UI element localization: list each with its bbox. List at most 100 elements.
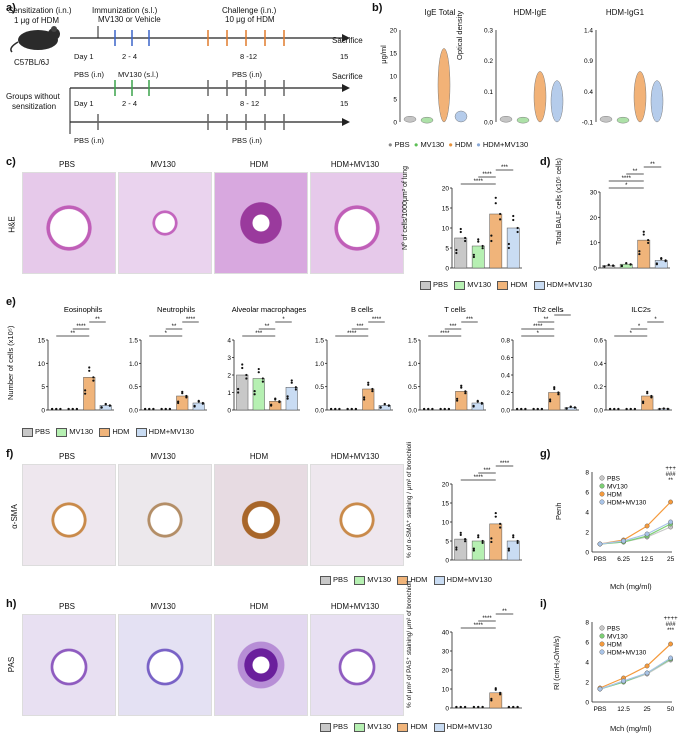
e-2-point — [245, 377, 248, 380]
b-legend: ● PBS ● MV130 ● HDM ● HDM+MV130 — [388, 140, 529, 149]
e-6-tick-label: 0.0 — [594, 408, 603, 415]
b-violin — [599, 115, 613, 123]
e-4-point — [476, 399, 479, 402]
e-4-point — [439, 407, 442, 411]
e-1-sig-star: * — [165, 331, 168, 337]
f-point — [459, 531, 462, 534]
d-point — [612, 264, 615, 267]
c-point — [481, 247, 484, 250]
b-violin — [533, 71, 547, 123]
e-2-bar-hdm — [269, 401, 282, 411]
c-point — [481, 244, 484, 248]
d-point — [655, 262, 658, 265]
e-1-point — [152, 407, 155, 411]
e-3-point — [367, 381, 370, 384]
f-sig-star: **** — [500, 461, 510, 467]
e-2-point — [261, 377, 264, 380]
e-1-tick-label: 0.5 — [129, 384, 138, 391]
f-sig-star: *** — [483, 468, 491, 474]
e-3-point — [379, 406, 382, 409]
e-5-point — [536, 407, 539, 411]
g-legend-marker — [599, 499, 605, 505]
e-4-point — [456, 399, 459, 402]
g-x-tick: 12.5 — [641, 556, 654, 563]
e-3-point — [363, 396, 366, 399]
f-point — [481, 541, 484, 544]
i-series-hdm-mv130 — [599, 657, 671, 690]
d-sig-star: **** — [622, 176, 632, 182]
g-tick-label: 0 — [585, 550, 589, 557]
e-5-point — [553, 387, 556, 391]
e-4-point — [460, 384, 463, 387]
h-point — [516, 705, 519, 709]
e-3-point — [354, 407, 357, 411]
immunization-groups: MV130 or Vehicle — [98, 15, 161, 24]
day15b-label: 15 — [340, 99, 349, 108]
f-ylabel: % of α-SMA⁺ staining / μm² of bronchioli — [406, 441, 413, 558]
c-point — [490, 234, 493, 237]
e-6-point — [646, 390, 649, 393]
i-x-tick: 12.5 — [617, 706, 630, 713]
e-4-point — [460, 386, 463, 389]
e-6-point — [613, 407, 616, 411]
b-tick-label: 0.2 — [484, 58, 493, 65]
c-legend: PBS MV130 HDM HDM+MV130 — [420, 280, 592, 290]
c-tick-label: 10 — [442, 226, 450, 233]
e-0-tick-label: 5 — [41, 384, 45, 391]
e-3-point — [334, 407, 337, 411]
panel-a-label: a) — [6, 2, 16, 14]
c-legend-swatch-hdm — [497, 280, 509, 290]
f-point — [455, 546, 458, 549]
c-ylabel: Nº of cells/1000μm² of lung — [402, 165, 409, 250]
f-legend-hdm-mv130: HDM+MV130 — [446, 575, 492, 584]
h-sig-star: **** — [474, 623, 484, 629]
i-point — [644, 670, 650, 676]
f-bar-hdm-mv130 — [506, 540, 520, 561]
f-point — [499, 522, 502, 525]
e-1-sig-star: ** — [172, 324, 177, 330]
e-legend-swatch-mv130 — [56, 427, 68, 437]
b-legend-mv130: MV130 — [420, 140, 445, 149]
e-0-point — [59, 407, 62, 411]
h-tick-label: 0 — [445, 706, 449, 713]
e-0-sig-star: ** — [95, 317, 100, 323]
e-6-sig-star: * — [638, 324, 641, 330]
b-tick-label: -0.1 — [582, 120, 594, 127]
b-title-ige-total: IgE Total — [424, 8, 456, 17]
e-2-point — [241, 363, 244, 366]
f-tick-label: 20 — [442, 482, 450, 489]
f-point — [472, 549, 475, 552]
e-4-bar-hdm-mv130 — [471, 402, 484, 411]
e-1-point — [193, 404, 196, 407]
i-tick-label: 8 — [585, 620, 589, 627]
e-title-4: T cells — [444, 305, 466, 314]
h-point — [512, 705, 515, 709]
e-5-point — [549, 398, 552, 401]
e-2-point — [257, 367, 260, 371]
f-label-hdm: HDM — [249, 452, 269, 461]
f-image-pbs — [22, 464, 116, 566]
groups-without-label: Groups without — [6, 92, 60, 101]
e-4-point — [443, 407, 446, 411]
h-legend-hdm: HDM — [410, 722, 428, 731]
f-point — [494, 511, 497, 515]
e-4-tick-label: 1.5 — [408, 338, 417, 345]
i-legend-label: HDM+MV130 — [607, 650, 647, 657]
g-point — [644, 523, 650, 529]
e-bar-charts: Eosinophils151050********Neutrophils1.51… — [38, 305, 672, 415]
h-point — [477, 705, 480, 709]
h-legend-pbs: PBS — [333, 722, 349, 731]
f-tick-label: 10 — [442, 520, 450, 527]
c-point — [494, 202, 497, 205]
e-6-point — [633, 407, 636, 411]
e-2-sig-star: *** — [255, 331, 263, 337]
e-0-point — [92, 379, 95, 382]
e-2-point — [253, 390, 256, 393]
b-violin — [420, 116, 434, 124]
i-ylabel: Rl (cmH₂O/ml/s) — [552, 635, 561, 690]
e-1-point — [168, 407, 171, 411]
c-legend-swatch-mv130 — [454, 280, 466, 290]
f-sig-star: **** — [474, 475, 484, 481]
d-sig-star: * — [625, 183, 628, 189]
